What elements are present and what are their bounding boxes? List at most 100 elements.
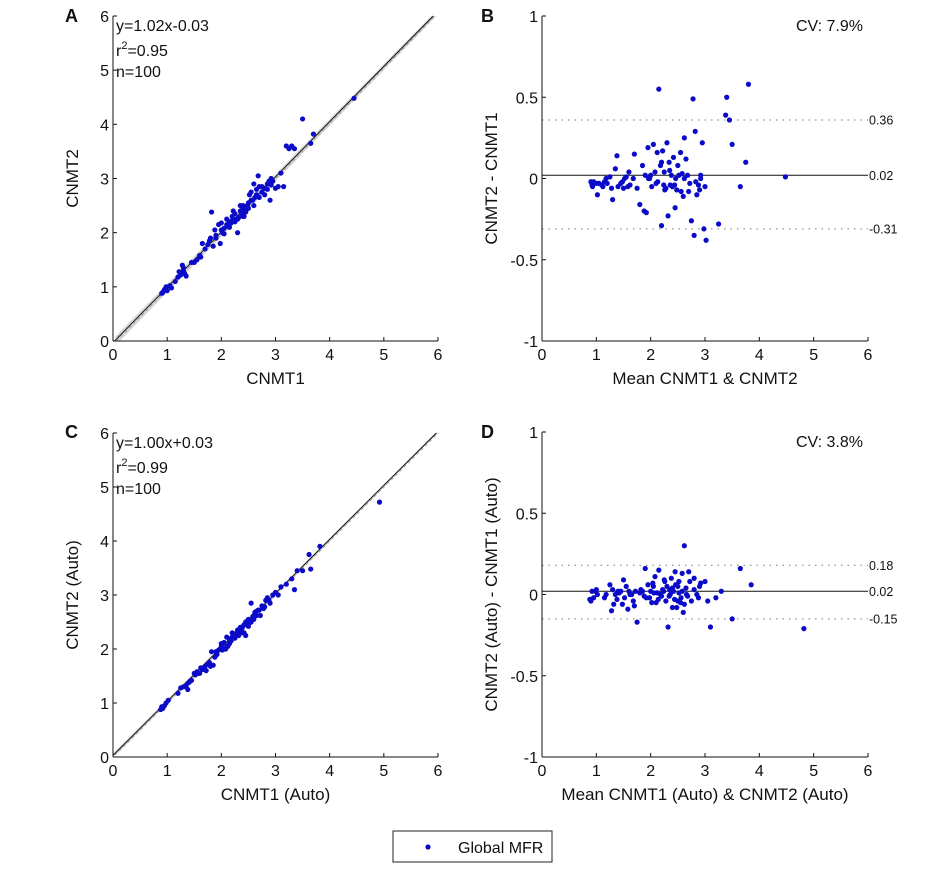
panel-letter: A xyxy=(65,6,78,26)
data-point xyxy=(250,616,256,622)
panel-b: B 0.36 0.02 -0.31 0 1 2 3 4 5 6 -1 -0.5 0 0.5 1 Mean CNM… xyxy=(481,6,898,388)
data-point xyxy=(248,197,254,203)
data-point xyxy=(194,257,200,263)
y-tick-label: -1 xyxy=(524,750,538,767)
data-point xyxy=(185,686,191,693)
data-point xyxy=(195,670,202,676)
x-tick-label: 0 xyxy=(109,763,118,780)
data-point xyxy=(610,197,616,203)
data-point xyxy=(308,140,314,146)
data-point xyxy=(685,172,691,178)
data-point xyxy=(188,259,195,266)
data-point xyxy=(685,593,691,599)
data-point xyxy=(240,213,246,220)
data-point xyxy=(281,184,287,190)
data-point xyxy=(198,254,204,260)
data-point xyxy=(283,581,289,587)
data-point xyxy=(218,227,224,233)
data-point xyxy=(694,192,700,198)
x-tick-label: 2 xyxy=(217,763,226,780)
y-tick-label: 5 xyxy=(100,63,109,80)
data-point xyxy=(637,201,643,208)
r-squared-value: =0.95 xyxy=(127,43,168,60)
data-point xyxy=(702,578,708,585)
reference-line-label: 0.36 xyxy=(869,114,893,128)
data-point xyxy=(688,218,695,224)
x-axis-label: CNMT1 (Auto) xyxy=(221,785,331,804)
y-tick-label: 0 xyxy=(529,588,538,605)
reference-line-label: 0.02 xyxy=(869,585,893,599)
data-point xyxy=(692,128,698,134)
data-point xyxy=(661,588,667,594)
data-point xyxy=(660,148,666,154)
data-point xyxy=(163,700,169,706)
sample-size: n=100 xyxy=(116,481,161,498)
panel-a: A0 1 2 3 4 5 60123456CNMT1CNMT2y=1.02x-0.03r2=… xyxy=(63,6,443,388)
x-tick-label: 3 xyxy=(701,347,710,364)
data-point xyxy=(621,175,628,182)
data-point xyxy=(630,598,636,604)
data-point xyxy=(668,575,674,581)
data-point xyxy=(662,187,668,193)
data-point xyxy=(180,265,187,271)
data-point xyxy=(652,169,658,175)
data-point xyxy=(686,569,692,575)
data-point xyxy=(291,587,298,593)
data-point xyxy=(724,94,730,100)
y-tick-label: 3 xyxy=(100,172,109,189)
data-point xyxy=(260,605,267,612)
data-point xyxy=(623,583,629,589)
data-point xyxy=(729,616,735,622)
r-squared: r2=0.99 xyxy=(116,457,168,477)
data-point xyxy=(610,587,616,593)
data-point xyxy=(651,590,657,596)
data-point xyxy=(208,209,215,215)
data-point xyxy=(680,609,686,615)
y-axis-label: CNMT2 (Auto) - CNMT1 (Auto) xyxy=(482,477,501,711)
data-point xyxy=(256,194,262,201)
data-point xyxy=(681,601,687,607)
data-point xyxy=(262,185,268,191)
data-point xyxy=(168,285,175,291)
data-point xyxy=(243,209,249,215)
r-squared: r2=0.95 xyxy=(116,40,168,60)
x-tick-label: 6 xyxy=(434,347,443,364)
data-point xyxy=(650,141,656,147)
data-point xyxy=(664,140,670,146)
data-point xyxy=(737,184,743,190)
data-point xyxy=(729,141,735,147)
data-point xyxy=(237,208,243,214)
data-point xyxy=(743,159,749,165)
y-tick-label: 1 xyxy=(529,425,538,442)
data-point xyxy=(654,149,660,156)
y-tick-label: 3 xyxy=(100,588,109,605)
data-point xyxy=(645,175,652,182)
data-point xyxy=(308,566,314,572)
data-point xyxy=(782,174,789,180)
data-point xyxy=(626,169,632,175)
data-point xyxy=(351,95,357,101)
data-point xyxy=(745,81,752,87)
data-point xyxy=(592,588,598,594)
data-point xyxy=(655,179,661,185)
data-point xyxy=(608,608,615,614)
x-tick-label: 1 xyxy=(163,347,172,364)
data-point xyxy=(600,184,606,190)
x-tick-label: 0 xyxy=(109,347,118,364)
data-point xyxy=(621,595,628,601)
data-point xyxy=(723,112,729,118)
y-tick-label: 0 xyxy=(529,172,538,189)
x-tick-label: 0 xyxy=(538,763,547,780)
data-point xyxy=(294,568,300,574)
data-point xyxy=(656,86,662,92)
x-tick-label: 5 xyxy=(809,763,818,780)
data-point xyxy=(645,145,651,151)
data-point xyxy=(210,243,216,249)
data-point xyxy=(255,173,261,179)
data-point xyxy=(214,651,220,658)
data-point xyxy=(217,240,223,247)
data-point xyxy=(649,184,655,190)
y-tick-label: 2 xyxy=(100,226,109,243)
data-point xyxy=(702,184,708,190)
